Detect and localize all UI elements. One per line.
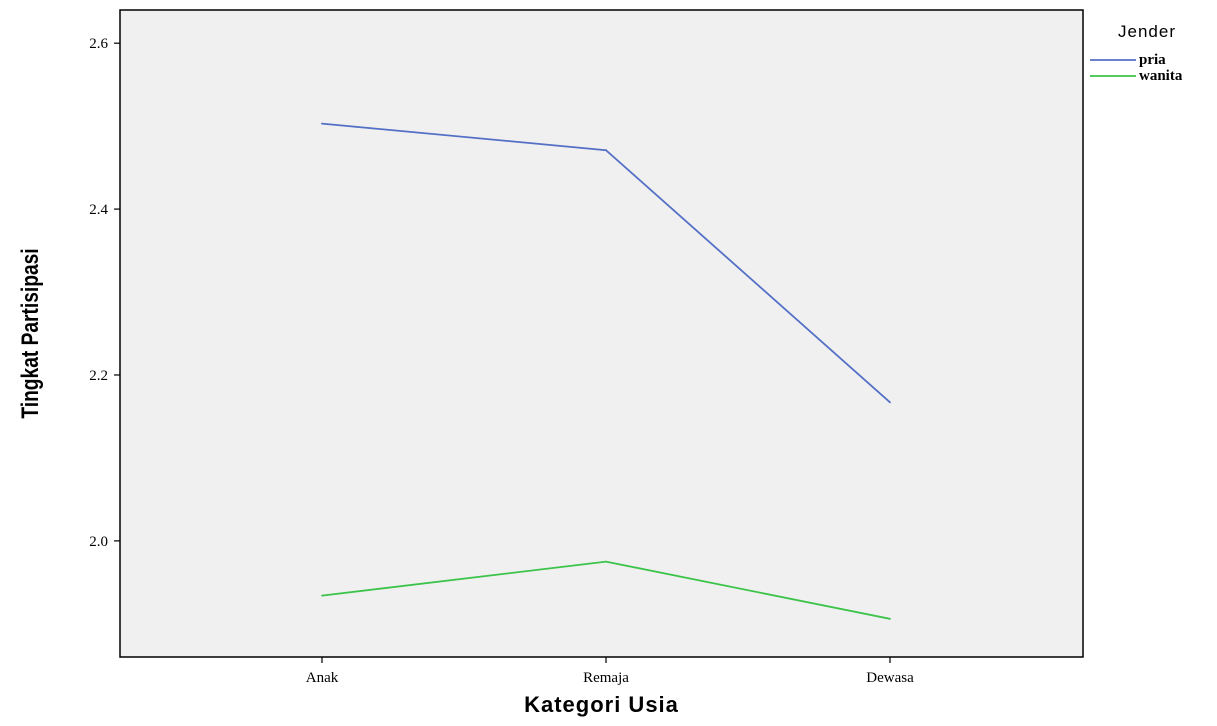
plot-area [119, 9, 1084, 658]
y-tick-label: 2.2 [89, 368, 108, 384]
y-tick-label: 2.0 [89, 534, 108, 550]
data-point-wanita [605, 560, 607, 563]
data-point-wanita [889, 617, 891, 620]
x-axis-title: Kategori Usia [524, 692, 679, 717]
series-lines [321, 122, 891, 620]
legend-label-pria: pria [1139, 52, 1166, 68]
legend-label-wanita: wanita [1139, 68, 1183, 84]
data-point-wanita [321, 594, 323, 597]
data-point-pria [605, 149, 607, 152]
x-tick-label: Anak [306, 670, 339, 686]
data-point-pria [889, 401, 891, 404]
x-axis-ticks: Anak Remaja Dewasa [306, 657, 914, 686]
x-tick-label: Dewasa [866, 670, 914, 686]
data-point-pria [321, 122, 323, 125]
y-tick-label: 2.4 [89, 202, 108, 218]
x-tick-label: Remaja [583, 670, 629, 686]
y-axis-ticks: 2.0 2.2 2.4 2.6 [89, 36, 120, 550]
y-axis-title: Tingkat Partisipasi [16, 248, 44, 418]
legend-title: Jender [1118, 22, 1176, 41]
y-tick-label: 2.6 [89, 36, 108, 52]
